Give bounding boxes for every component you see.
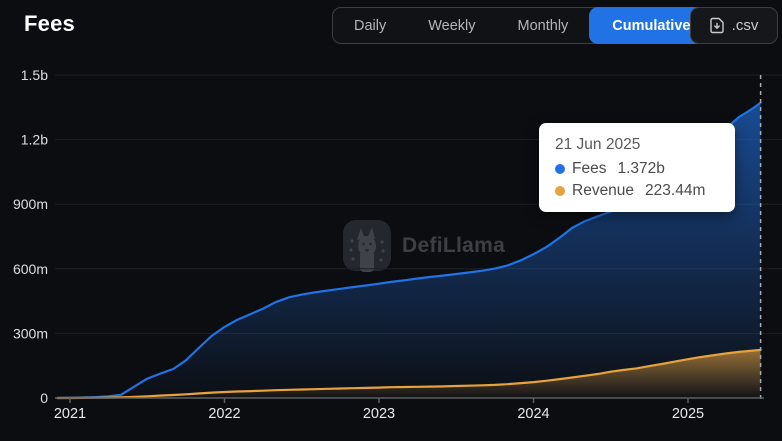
fees-series-value: 1.372b	[617, 160, 665, 177]
tab-weekly[interactable]: Weekly	[428, 17, 476, 34]
download-csv-button[interactable]: .csv	[690, 7, 778, 44]
revenue-series-dot	[555, 186, 565, 196]
tab-daily[interactable]: Daily	[354, 17, 387, 34]
fees-series-dot	[555, 164, 565, 174]
page-title: Fees	[24, 11, 75, 36]
interval-tab-group: Daily Weekly Monthly Cumulative	[332, 7, 714, 44]
tooltip-row-fees: Fees 1.372b	[555, 160, 719, 178]
tooltip-row-revenue: Revenue 223.44m	[555, 182, 719, 200]
revenue-series-name: Revenue	[572, 182, 635, 199]
fees-series-name: Fees	[572, 160, 607, 177]
svg-text:900m: 900m	[13, 196, 48, 212]
svg-text:600m: 600m	[13, 261, 48, 277]
defillama-watermark: DefiLlama	[342, 219, 505, 272]
svg-text:2021: 2021	[54, 406, 86, 422]
svg-text:1.5b: 1.5b	[21, 67, 48, 83]
svg-text:2024: 2024	[517, 406, 549, 422]
svg-text:2023: 2023	[363, 406, 395, 422]
svg-text:1.2b: 1.2b	[21, 132, 48, 148]
csv-file-download-icon	[709, 17, 725, 34]
revenue-series-value: 223.44m	[645, 182, 706, 199]
svg-text:2022: 2022	[208, 406, 240, 422]
svg-text:2025: 2025	[672, 406, 704, 422]
watermark-label: DefiLlama	[402, 233, 506, 257]
tab-monthly[interactable]: Monthly	[517, 17, 569, 34]
chart-tooltip: 21 Jun 2025 Fees 1.372b Revenue 223.44m	[539, 123, 735, 212]
svg-text:0: 0	[40, 390, 48, 406]
tooltip-date: 21 Jun 2025	[555, 136, 641, 153]
svg-text:300m: 300m	[13, 325, 48, 341]
csv-button-label: .csv	[731, 17, 759, 34]
defillama-llama-icon	[342, 219, 392, 272]
